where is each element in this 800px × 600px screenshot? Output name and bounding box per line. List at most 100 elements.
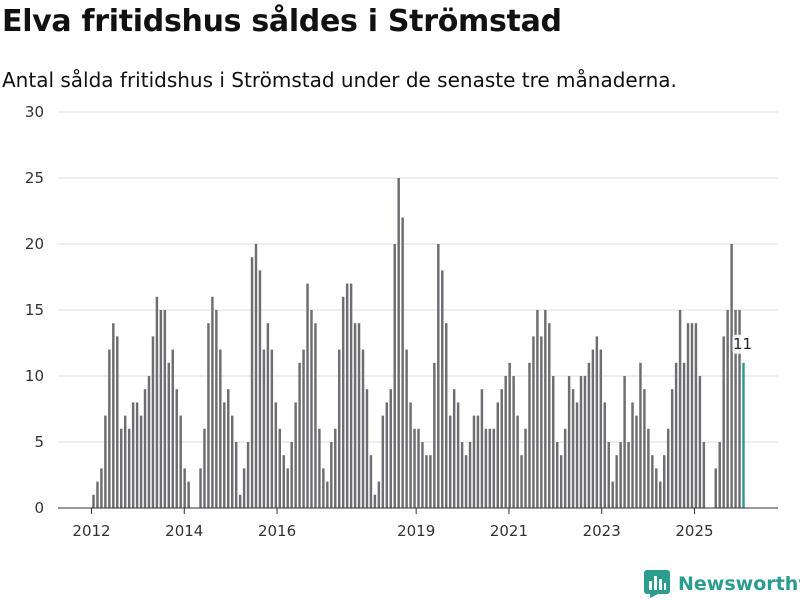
bar: [219, 349, 222, 508]
bar: [389, 389, 392, 508]
bar: [476, 415, 480, 508]
bar: [460, 442, 464, 508]
bar: [365, 389, 369, 508]
bar: [738, 310, 741, 508]
bar: [338, 349, 341, 508]
bar: [341, 296, 345, 508]
x-tick-label: 2012: [72, 522, 110, 540]
bar: [627, 442, 630, 508]
bar: [559, 455, 563, 508]
bar: [250, 257, 254, 508]
bar: [718, 442, 721, 508]
bar: [282, 455, 285, 508]
bar: [623, 376, 626, 508]
bar: [345, 283, 349, 508]
bar: [659, 481, 662, 508]
bar: [655, 468, 658, 508]
bar: [266, 323, 270, 508]
bar: [147, 376, 151, 508]
bar: [274, 402, 278, 508]
bar: [238, 494, 242, 508]
bar: [643, 389, 646, 508]
bar: [405, 349, 408, 508]
x-tick-label: 2025: [675, 522, 713, 540]
bar: [143, 389, 147, 508]
bar: [361, 349, 365, 508]
bar: [583, 376, 587, 508]
bar: [334, 428, 337, 508]
bar: [135, 402, 139, 508]
x-tick-label: 2016: [258, 522, 296, 540]
bar: [179, 415, 182, 508]
bar: [290, 442, 293, 508]
y-tick-label: 15: [25, 301, 44, 319]
bar: [726, 310, 729, 508]
bar: [314, 323, 317, 508]
bar: [500, 389, 503, 508]
bar: [393, 244, 396, 508]
bar: [528, 362, 531, 508]
bar: [631, 402, 634, 508]
bar: [278, 428, 282, 508]
bar: [686, 323, 690, 508]
bar: [151, 336, 155, 508]
bar: [409, 402, 412, 508]
bar: [591, 349, 595, 508]
bar: [234, 442, 238, 508]
bar: [112, 323, 115, 508]
bars: [92, 178, 745, 508]
bar: [690, 323, 694, 508]
bar: [159, 310, 163, 508]
x-tick-label: 2021: [490, 522, 528, 540]
bar: [377, 481, 381, 508]
bar: [441, 270, 444, 508]
bar: [595, 336, 599, 508]
bar: [563, 428, 567, 508]
bar: [306, 283, 309, 508]
y-tick-label: 10: [25, 367, 44, 385]
bar: [425, 455, 428, 508]
bar: [651, 455, 654, 508]
bar: [413, 428, 416, 508]
bar: [199, 468, 202, 508]
bar: [678, 310, 682, 508]
bar: [155, 296, 159, 508]
bar: [353, 323, 357, 508]
y-tick-label: 20: [25, 235, 44, 253]
bar: [639, 362, 642, 508]
chart-title: Elva fritidshus såldes i Strömstad: [2, 4, 562, 39]
bar: [508, 362, 511, 508]
bar: [401, 217, 404, 508]
bar: [262, 349, 266, 508]
bar: [552, 376, 555, 508]
bar: [318, 428, 321, 508]
bar: [714, 468, 717, 508]
bar: [96, 481, 99, 508]
bar: [167, 362, 171, 508]
bar: [298, 362, 301, 508]
bar: [211, 296, 214, 508]
bar: [468, 442, 472, 508]
y-tick-label: 0: [34, 499, 44, 517]
y-axis-ticks: 0 5 10 15 20 25 30: [25, 103, 44, 517]
bar: [203, 428, 206, 508]
bar: [512, 376, 515, 508]
bar: [421, 442, 424, 508]
bar: [484, 428, 488, 508]
bar: [175, 389, 178, 508]
bar: [294, 402, 297, 508]
x-tick-label: 2023: [583, 522, 621, 540]
bar: [619, 442, 622, 508]
brand-name: Newsworthy: [678, 573, 800, 595]
bar: [555, 442, 559, 508]
bar: [369, 455, 373, 508]
bar: [587, 362, 591, 508]
bar: [429, 455, 432, 508]
bar: [246, 442, 250, 508]
bar: [433, 362, 436, 508]
bar: [207, 323, 210, 508]
bar: [488, 428, 492, 508]
bar: [734, 310, 737, 508]
bar: [417, 428, 420, 508]
data-label-background: [732, 334, 753, 354]
